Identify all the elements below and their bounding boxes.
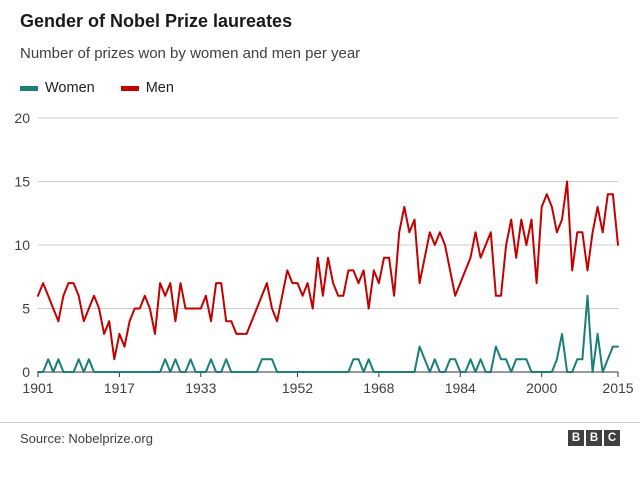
legend-label-men: Men <box>145 80 174 96</box>
bbc-logo-block-b1: B <box>568 430 584 446</box>
x-tick-label: 2000 <box>526 380 557 396</box>
bbc-logo-block-c: C <box>604 430 620 446</box>
x-tick-label: 1952 <box>282 380 313 396</box>
legend: Women Men <box>20 80 620 96</box>
y-tick-label: 0 <box>22 364 30 380</box>
men-series-swatch-icon <box>120 85 139 91</box>
page-subtitle: Number of prizes won by women and men pe… <box>20 45 361 62</box>
women-series-swatch-icon <box>20 85 38 91</box>
x-tick-label: 2015 <box>602 380 633 396</box>
x-tick-label: 1901 <box>22 380 53 396</box>
bbc-logo-block-b2: B <box>586 430 602 446</box>
y-tick-label: 15 <box>14 174 30 190</box>
x-tick-label: 1984 <box>445 380 476 396</box>
legend-label-women: Women <box>45 80 95 96</box>
header: Gender of Nobel Prize laureates Number o… <box>0 0 640 96</box>
bbc-logo: B B C <box>568 430 620 446</box>
men-line <box>37 180 619 361</box>
x-tick-label: 1933 <box>185 380 216 396</box>
line-chart: 0 5 10 15 20 1901 1917 1933 1952 1968 1984 2000 2015 <box>14 110 633 396</box>
footer: Source: Nobelprize.org B B C <box>0 422 640 447</box>
page-title: Gender of Nobel Prize laureates <box>20 11 293 31</box>
legend-item-men: Men <box>120 80 174 96</box>
source-text: Source: Nobelprize.org <box>20 431 153 446</box>
x-tick-label: 1968 <box>363 380 394 396</box>
legend-item-women: Women <box>20 80 95 96</box>
x-tick-label: 1917 <box>104 380 135 396</box>
y-tick-label: 20 <box>14 110 30 126</box>
women-line <box>37 294 619 373</box>
y-tick-label: 5 <box>22 301 30 317</box>
y-tick-label: 10 <box>14 237 30 253</box>
